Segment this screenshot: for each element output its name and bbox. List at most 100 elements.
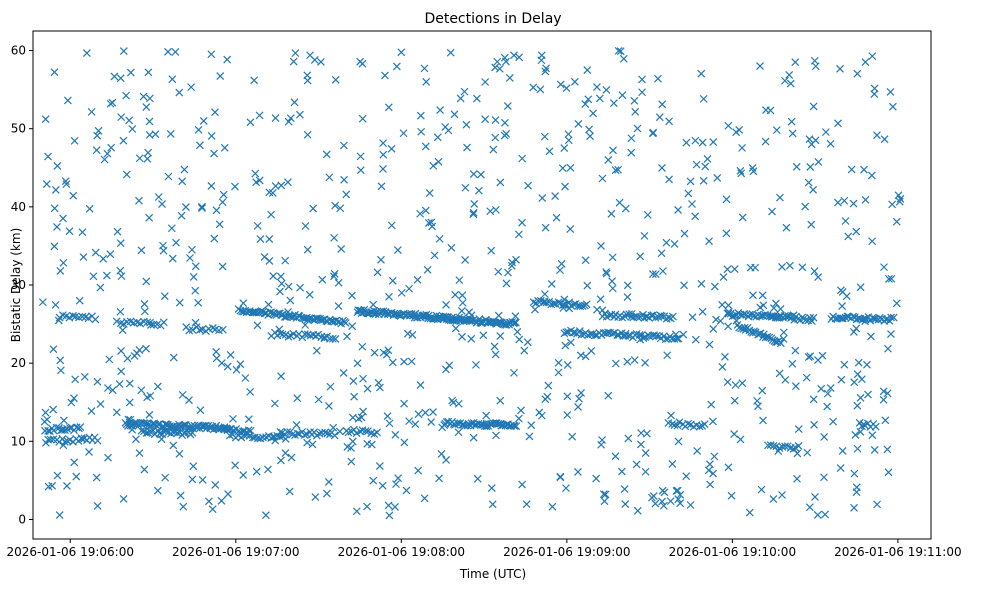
scatter-point: [135, 346, 144, 354]
scatter-point: [880, 135, 889, 144]
scatter-point: [537, 51, 546, 60]
scatter-point: [469, 433, 478, 442]
scatter-point: [293, 394, 302, 403]
scatter-point: [551, 192, 560, 200]
scatter-point: [300, 330, 309, 338]
scatter-point: [56, 267, 65, 275]
scatter-point: [852, 324, 861, 333]
scatter-point: [322, 489, 331, 498]
scatter-point: [665, 175, 674, 184]
scatter-point: [112, 408, 121, 417]
scatter-point: [472, 360, 480, 369]
scatter-point: [850, 469, 859, 478]
scatter-point: [331, 75, 340, 84]
scatter-point: [155, 429, 164, 438]
scatter-point: [791, 346, 800, 355]
scatter-point: [870, 446, 879, 454]
scatter-point: [218, 198, 227, 207]
scatter-point: [59, 258, 68, 267]
scatter-point: [78, 312, 87, 321]
scatter-point: [469, 210, 478, 219]
scatter-point: [329, 423, 338, 432]
scatter-point: [581, 100, 590, 108]
scatter-point: [458, 332, 466, 341]
scatter-point: [284, 282, 293, 291]
scatter-point: [604, 391, 613, 400]
scatter-point: [44, 152, 52, 161]
scatter-point: [195, 326, 204, 334]
x-tick-label: 2026-01-06 19:07:00: [172, 545, 299, 559]
scatter-point: [175, 449, 184, 458]
scatter-point: [260, 253, 269, 261]
scatter-point: [810, 420, 819, 429]
scatter-point: [525, 432, 534, 441]
scatter-point: [706, 480, 715, 489]
scatter-point: [802, 373, 811, 382]
scatter-point: [736, 166, 745, 175]
scatter-point: [531, 305, 539, 314]
scatter-point: [356, 166, 365, 175]
scatter-point: [93, 501, 102, 510]
scatter-point: [388, 358, 397, 367]
scatter-point: [627, 309, 636, 318]
scatter-point: [754, 402, 762, 411]
scatter-point: [253, 321, 262, 330]
scatter-point: [633, 124, 642, 133]
scatter-point: [66, 424, 74, 432]
scatter-point: [479, 331, 488, 340]
scatter-point: [547, 280, 556, 288]
scatter-point: [44, 482, 53, 491]
scatter-point: [161, 473, 170, 482]
scatter-point: [655, 113, 664, 122]
scatter-point: [540, 132, 549, 141]
scatter-point: [595, 94, 604, 103]
scatter-point: [849, 199, 858, 208]
scatter-point: [169, 353, 178, 362]
scatter-point: [231, 182, 239, 191]
scatter-point: [38, 298, 47, 307]
scatter-point: [191, 318, 200, 327]
scatter-point: [61, 177, 70, 186]
scatter-point: [873, 131, 881, 140]
scatter-point: [609, 329, 617, 338]
scatter-point: [558, 164, 567, 173]
scatter-point: [782, 313, 791, 321]
scatter-point: [454, 399, 463, 408]
scatter-point: [718, 362, 727, 371]
scatter-point: [305, 290, 314, 299]
scatter-point: [668, 460, 677, 468]
scatter-point: [861, 317, 869, 326]
scatter-point: [667, 411, 675, 420]
scatter-point: [107, 143, 116, 152]
scatter-point: [414, 466, 423, 475]
scatter-point: [731, 381, 740, 389]
scatter-point: [461, 183, 470, 192]
scatter-point: [809, 395, 818, 404]
scatter-point: [416, 381, 425, 389]
scatter-point: [128, 125, 137, 133]
scatter-point: [178, 177, 187, 186]
scatter-point: [554, 358, 563, 367]
scatter-point: [122, 91, 131, 100]
scatter-point: [660, 488, 669, 497]
scatter-point: [623, 293, 632, 301]
scatter-point: [223, 55, 232, 64]
scatter-point: [698, 138, 707, 147]
scatter-point: [367, 440, 376, 449]
scatter-point: [481, 78, 490, 86]
scatter-point: [487, 246, 496, 255]
scatter-point: [496, 332, 505, 340]
scatter-point: [504, 268, 512, 277]
scatter-point: [264, 465, 272, 474]
scatter-point: [782, 223, 791, 232]
scatter-point: [284, 332, 293, 341]
scatter-point: [143, 393, 152, 402]
scatter-point: [545, 147, 554, 156]
scatter-point: [523, 338, 532, 347]
scatter-point: [269, 272, 278, 280]
scatter-point: [276, 428, 285, 436]
scatter-point: [429, 408, 437, 417]
scatter-point: [104, 453, 112, 462]
scatter-point: [359, 407, 368, 416]
